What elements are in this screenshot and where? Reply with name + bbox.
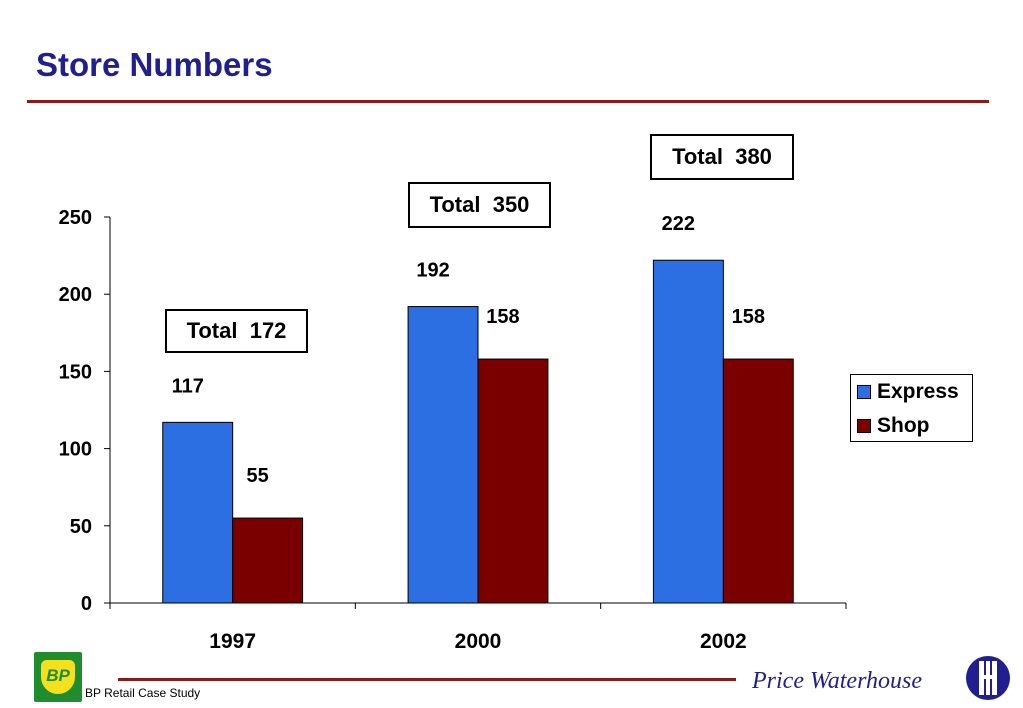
title-divider <box>27 100 989 103</box>
bar-express-2002 <box>652 259 724 604</box>
data-label-express-1997: 117 <box>172 375 204 397</box>
data-label-express-2002: 222 <box>662 213 695 235</box>
legend-item-shop: Shop <box>857 414 930 438</box>
chart-labels: 1997 117 55 2000 192 158 2002 222 158 <box>172 213 765 653</box>
y-tick-label: 150 <box>59 361 92 383</box>
data-label-shop-1997: 55 <box>247 465 269 487</box>
legend-item-express: Express <box>857 380 959 404</box>
footer-caption: BP Retail Case Study <box>85 686 201 700</box>
legend-label-shop: Shop <box>877 414 930 437</box>
y-tick-label: 200 <box>59 284 92 306</box>
total-box-2000: Total 350 <box>408 182 551 228</box>
x-category-label: 2002 <box>700 630 747 653</box>
y-tick-label: 0 <box>81 593 92 615</box>
chart-legend: Express Shop <box>850 374 973 442</box>
page-title: Store Numbers <box>36 46 273 83</box>
y-tick-label: 50 <box>70 516 92 538</box>
bp-shield-icon <box>41 660 75 694</box>
price-waterhouse-logo-icon <box>966 656 1010 700</box>
bar-shop-1997 <box>232 517 304 604</box>
x-category-label: 2000 <box>455 630 502 653</box>
bp-logo: BP <box>34 652 82 702</box>
bp-logo-text: BP <box>46 666 70 685</box>
footer-divider <box>118 678 736 681</box>
bar-express-2000 <box>407 306 479 604</box>
total-box-2002: Total 380 <box>650 134 794 180</box>
total-box-1997: Total 172 <box>165 309 308 353</box>
bar-shop-2000 <box>477 358 549 604</box>
y-tick-label: 250 <box>59 207 92 229</box>
legend-swatch-express <box>857 385 871 399</box>
bar-shop-2002 <box>722 358 794 604</box>
data-label-shop-2002: 158 <box>732 306 765 328</box>
data-label-shop-2000: 158 <box>486 306 519 328</box>
chart-bars <box>162 259 794 604</box>
data-label-express-2000: 192 <box>416 260 449 282</box>
x-category-label: 1997 <box>209 630 256 653</box>
bar-express-1997 <box>162 421 234 604</box>
legend-swatch-shop <box>857 419 871 433</box>
y-tick-label: 100 <box>59 439 92 461</box>
legend-label-express: Express <box>877 380 959 403</box>
brand-name: Price Waterhouse <box>752 668 922 694</box>
